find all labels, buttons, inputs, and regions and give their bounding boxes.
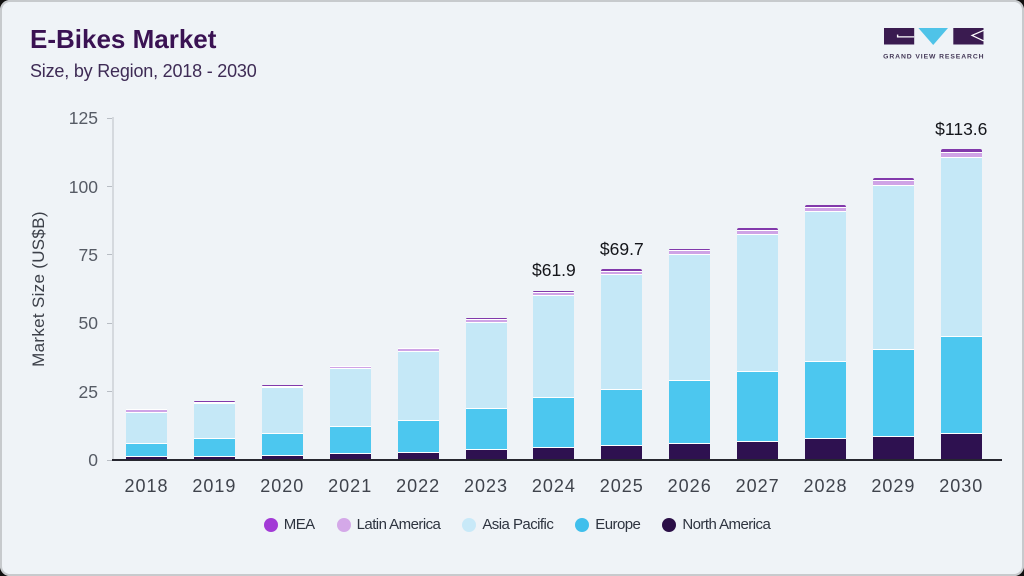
svg-text:GRAND VIEW RESEARCH: GRAND VIEW RESEARCH: [883, 53, 984, 60]
